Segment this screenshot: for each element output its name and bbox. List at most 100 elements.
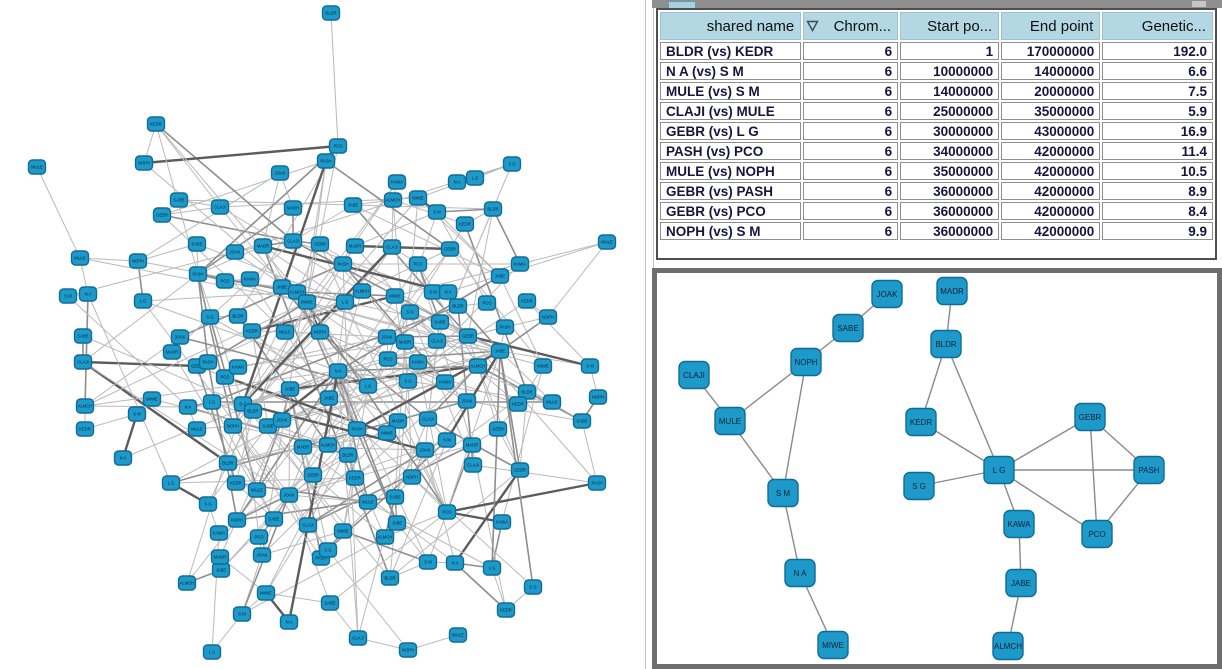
network-node[interactable]: JABE: [343, 197, 363, 213]
network-node[interactable]: BLDR: [321, 5, 341, 21]
cell-value[interactable]: 42000000: [1001, 162, 1101, 180]
cell-value[interactable]: 8.4: [1102, 202, 1213, 220]
network-node[interactable]: KAWA: [209, 525, 229, 541]
cell-value[interactable]: 36000000: [900, 222, 1000, 240]
network-node[interactable]: NOPH: [223, 418, 243, 434]
cell-value[interactable]: 6: [803, 82, 899, 100]
network-node[interactable]: SABE: [320, 595, 340, 611]
network-node[interactable]: PASH: [333, 256, 353, 272]
network-node[interactable]: PCO: [249, 529, 269, 545]
network-node[interactable]: CLAJI: [348, 630, 368, 646]
cell-value[interactable]: 5.9: [1102, 102, 1213, 120]
network-node[interactable]: KAWA: [1003, 509, 1035, 539]
network-node[interactable]: N A: [279, 614, 299, 630]
network-node[interactable]: S G: [523, 579, 543, 595]
table-row[interactable]: MULE (vs) NOPH 6 35000000 42000000 10.5: [660, 162, 1213, 180]
cell-value[interactable]: 6: [803, 182, 899, 200]
network-node[interactable]: MADR: [462, 437, 482, 453]
cell-shared-name[interactable]: MULE (vs) S M: [660, 82, 802, 100]
network-node[interactable]: S M: [437, 432, 457, 448]
network-node[interactable]: CLAJI: [463, 457, 483, 473]
network-node[interactable]: S G: [400, 304, 420, 320]
cell-shared-name[interactable]: N A (vs) S M: [660, 62, 802, 80]
network-node[interactable]: KEDR: [905, 407, 937, 437]
network-node[interactable]: MADR: [345, 238, 365, 254]
network-node[interactable]: KEDR: [242, 323, 262, 339]
cell-value[interactable]: 14000000: [900, 82, 1000, 100]
table-row[interactable]: BLDR (vs) KEDR 6 1 170000000 192.0: [660, 42, 1213, 60]
network-node[interactable]: MADR: [388, 413, 408, 429]
network-node[interactable]: MADR: [395, 334, 415, 350]
network-node[interactable]: S G: [398, 373, 418, 389]
network-node[interactable]: KEDR: [496, 602, 516, 618]
network-node[interactable]: MADR: [293, 439, 313, 455]
network-node[interactable]: L G: [133, 293, 153, 309]
filter-icon[interactable]: [806, 20, 819, 32]
network-node[interactable]: KAWA: [510, 256, 530, 272]
network-node[interactable]: KAWA: [435, 374, 455, 390]
column-header-3[interactable]: End point: [1001, 12, 1101, 40]
network-node[interactable]: PCO: [477, 295, 497, 311]
network-node[interactable]: MIWE: [533, 358, 553, 374]
network-node[interactable]: BLDR: [228, 308, 248, 324]
cell-value[interactable]: 10000000: [900, 62, 1000, 80]
network-node[interactable]: BLDR: [380, 570, 400, 586]
network-node[interactable]: KEDR: [226, 475, 246, 491]
network-node[interactable]: S G: [198, 496, 218, 512]
network-node[interactable]: PCO: [408, 256, 428, 272]
network-node[interactable]: N A: [784, 558, 816, 588]
network-node[interactable]: PCO: [378, 351, 398, 367]
cell-value[interactable]: 10.5: [1102, 162, 1213, 180]
cell-value[interactable]: 170000000: [1001, 42, 1101, 60]
network-node[interactable]: MULE: [542, 394, 562, 410]
network-node[interactable]: L G: [161, 475, 181, 491]
network-node[interactable]: S G: [200, 309, 220, 325]
network-node[interactable]: KAWA: [408, 354, 428, 370]
network-node[interactable]: L G: [358, 378, 378, 394]
cell-value[interactable]: 20000000: [1001, 82, 1101, 100]
network-node[interactable]: NOPH: [310, 324, 330, 340]
network-node[interactable]: MULE: [247, 482, 267, 498]
network-node[interactable]: NOPH: [398, 642, 418, 658]
table-row[interactable]: PASH (vs) PCO 6 34000000 42000000 11.4: [660, 142, 1213, 160]
network-node[interactable]: MADR: [210, 549, 230, 565]
network-node[interactable]: PASH: [1133, 455, 1165, 485]
network-node[interactable]: GEBR: [310, 236, 330, 252]
network-node[interactable]: N A: [445, 555, 465, 571]
cell-value[interactable]: 6: [803, 122, 899, 140]
network-node[interactable]: CLAJI: [678, 360, 710, 390]
cell-shared-name[interactable]: GEBR (vs) PASH: [660, 182, 802, 200]
cell-value[interactable]: 6: [803, 222, 899, 240]
cell-value[interactable]: 42000000: [1001, 182, 1101, 200]
network-node[interactable]: PASH: [347, 421, 367, 437]
network-node[interactable]: S M: [58, 288, 78, 304]
cell-value[interactable]: 36000000: [900, 182, 1000, 200]
network-node[interactable]: SABE: [187, 236, 207, 252]
network-node[interactable]: GEBR: [458, 328, 478, 344]
column-header-1[interactable]: Chrom...: [803, 12, 899, 40]
network-node[interactable]: GEBR: [152, 207, 172, 223]
network-node[interactable]: MULE: [275, 324, 295, 340]
network-node[interactable]: N A: [113, 450, 133, 466]
network-node[interactable]: MIWE: [377, 425, 397, 441]
network-node[interactable]: JABE: [387, 515, 407, 531]
network-node[interactable]: NOPH: [134, 155, 154, 171]
network-node[interactable]: S M: [232, 606, 252, 622]
column-header-2[interactable]: Start po...: [900, 12, 1000, 40]
cell-value[interactable]: 11.4: [1102, 142, 1213, 160]
network-node[interactable]: MIWE: [408, 190, 428, 206]
network-node[interactable]: MADR: [162, 344, 182, 360]
network-node[interactable]: MULE: [597, 234, 617, 250]
cell-value[interactable]: 42000000: [1001, 222, 1101, 240]
network-node[interactable]: JABE: [1005, 568, 1037, 598]
cell-value[interactable]: 6: [803, 202, 899, 220]
network-overview-canvas[interactable]: BLDRKEDRMULENOPHSABEJOAKMADRCLAJIGEBRPAS…: [0, 0, 645, 669]
network-node[interactable]: BLDR: [338, 447, 358, 463]
network-node[interactable]: MULE: [714, 406, 746, 436]
cell-value[interactable]: 35000000: [1001, 102, 1101, 120]
network-node[interactable]: CLAJI: [73, 354, 93, 370]
network-node[interactable]: CLAJI: [298, 517, 318, 533]
network-node[interactable]: S G: [502, 156, 522, 172]
network-node[interactable]: ALMCH: [468, 358, 488, 374]
network-node[interactable]: S G: [903, 471, 935, 501]
